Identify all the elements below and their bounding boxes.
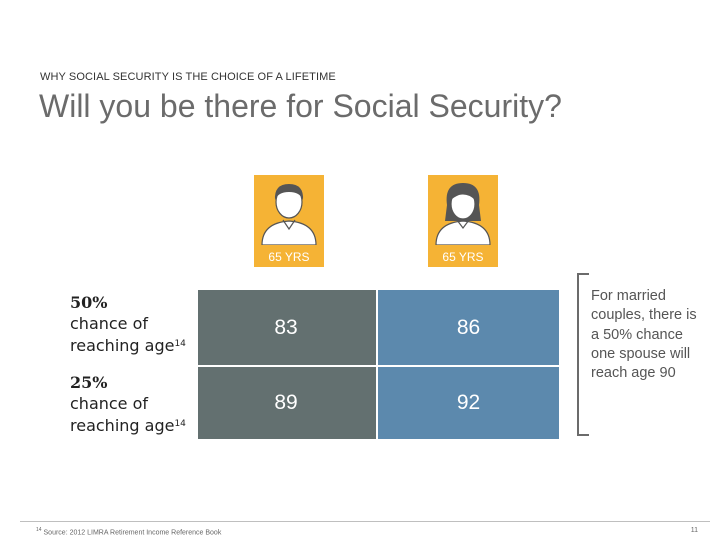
slide-eyebrow: WHY SOCIAL SECURITY IS THE CHOICE OF A L… [40,71,336,83]
footnote-ref: 14 [174,339,186,349]
man-age-label: 65 YRS [268,250,310,264]
cell-value: 83 [274,315,298,339]
footnote-ref: 14 [174,419,186,429]
cell-value: 89 [274,391,298,414]
footer-divider [20,521,710,522]
row-label-25: 25% chance of reaching age14 [70,372,186,436]
woman-card: 65 YRS [428,175,498,267]
source-note: 14 Source: 2012 LIMRA Retirement Income … [36,527,221,536]
cell-man-25: 89 [198,367,376,439]
cell-value: 92 [456,391,481,414]
slide-title: Will you be there for Social Security? [39,88,562,124]
row-line1: chance of [70,314,149,333]
source-footnote-mark: 14 [36,527,42,533]
woman-icon [435,183,491,245]
row-label-50: 50% chance of reaching age14 [70,292,186,356]
married-couples-note: For married couples, there is a 50% chan… [591,288,697,382]
source-text: Source: 2012 LIMRA Retirement Income Ref… [43,529,222,537]
cell-woman-50: 86 [378,290,559,365]
cell-man-50: 83 [198,290,376,365]
cell-value: 86 [456,315,481,339]
cell-woman-25: 92 [378,367,559,439]
row-line1: chance of [70,394,149,413]
note-bracket [577,273,589,436]
row-line2: reaching age [70,416,175,435]
man-icon [261,184,317,245]
woman-age-label: 65 YRS [442,250,484,264]
row-line2: reaching age [70,336,175,355]
row-pct: 25% [70,373,108,392]
page-number: 11 [690,527,698,534]
row-pct: 50% [70,293,108,312]
man-card: 65 YRS [254,175,324,267]
